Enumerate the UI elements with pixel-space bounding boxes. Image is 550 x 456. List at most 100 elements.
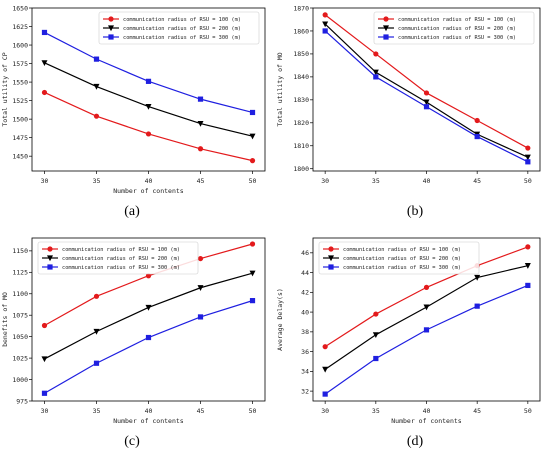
legend: communication radius of RSU = 100 (m) com… [373,11,535,45]
legend: communication radius of RSU = 100 (m) com… [318,241,480,275]
series-2 [41,270,256,363]
series-line [44,62,253,137]
data-point [423,99,430,106]
x-axis-label: Number of contents [391,417,462,425]
y-tick-label: 1150 [12,247,28,255]
x-axis-label: Number of contents [113,187,184,195]
x-tick-label: 30 [321,177,329,185]
data-point [322,28,328,34]
data-point [93,328,100,335]
x-tick-label: 50 [524,177,532,185]
legend-box [318,241,480,275]
x-tick-label: 50 [249,407,257,415]
chart-panel-d: 30 35 40 45 50 32 34 36 38 40 42 44 46 Number of cont… [275,232,550,428]
y-tick-label: 1525 [12,97,28,105]
data-point [474,133,480,140]
legend-label: communication radius of RSU = 100 (m) [398,17,516,23]
legend-marker [328,255,334,262]
data-point [322,12,328,18]
data-point [41,356,48,363]
data-point [525,159,531,165]
legend-marker [47,246,53,252]
data-point [322,344,328,350]
y-tick-label: 1600 [12,41,28,49]
y-tick-label: 1810 [293,142,309,150]
data-point [524,263,531,269]
y-tick-label: 1850 [293,50,309,58]
y-axis-label: Total utility of CP [1,52,9,126]
x-tick-label: 45 [197,177,205,185]
y-tick-label: 1125 [12,269,28,277]
y-tick-label: 1100 [12,290,28,298]
series-1 [41,89,256,164]
caption-a: (a) [124,204,140,219]
x-tick-label: 35 [372,177,380,185]
series-3 [41,29,256,116]
legend-label: communication radius of RSU = 300 (m) [343,265,461,271]
series-line [44,31,253,114]
caption-c: (c) [124,434,140,449]
data-point [249,158,256,164]
legend-marker [383,16,389,22]
data-point [525,282,531,289]
y-tick-label: 32 [301,387,309,395]
legend-label: communication radius of RSU = 300 (m) [398,35,516,41]
x-tick-label: 40 [145,177,153,185]
series-line [324,265,528,370]
data-point [41,29,48,36]
x-tick-label: 45 [473,407,481,415]
chart-svg: 30 35 40 45 50 975 1000 1025 1050 1075 1100 1125 115… [1,237,266,425]
x-tick-label: 30 [41,407,49,415]
chart-svg: 30 35 40 45 50 1450 1475 1500 1525 1550 1575 1600 16… [1,4,266,195]
y-tick-label: 975 [16,397,28,405]
series-3 [322,28,531,165]
data-point [322,391,328,397]
data-point [474,303,480,309]
data-point [423,284,430,290]
x-tick-label: 45 [197,407,205,415]
data-point [474,117,480,124]
data-point [322,366,329,373]
series-3 [41,298,256,396]
data-point [197,120,204,127]
data-point [93,293,100,299]
y-tick-label: 1625 [12,23,28,31]
series-2 [322,21,531,161]
legend-marker [47,255,53,262]
data-point [41,322,48,329]
data-point [525,145,531,151]
x-tick-label: 35 [93,407,101,415]
y-tick-label: 1025 [12,354,28,362]
y-tick-label: 34 [301,368,309,376]
data-point [423,327,430,333]
y-tick-label: 1050 [12,333,28,341]
data-point [93,113,100,119]
data-point [93,83,100,90]
data-point [41,390,48,396]
data-point [372,69,379,76]
data-point [197,285,204,291]
y-tick-label: 1475 [12,134,28,142]
legend-label: communication radius of RSU = 100 (m) [123,17,241,23]
y-tick-label: 1830 [293,96,309,104]
data-point [423,90,430,96]
y-tick-label: 46 [301,249,309,257]
data-point [197,96,204,102]
x-tick-label: 50 [524,407,532,415]
series-line [44,91,253,162]
data-point [93,360,100,366]
caption-d: (d) [406,434,424,449]
y-tick-label: 1840 [293,73,309,81]
x-tick-label: 40 [423,177,431,185]
y-tick-label: 1550 [12,78,28,86]
legend-label: communication radius of RSU = 200 (m) [343,256,461,262]
y-axis-label: Average Delay(s) [276,288,284,351]
y-tick-label: 1000 [12,376,28,384]
legend-marker [47,264,53,270]
data-point [373,311,379,317]
y-tick-label: 38 [301,328,309,336]
data-point [41,89,48,96]
series-1 [41,241,256,329]
y-tick-label: 40 [301,308,309,316]
legend-label: communication radius of RSU = 200 (m) [62,256,180,262]
